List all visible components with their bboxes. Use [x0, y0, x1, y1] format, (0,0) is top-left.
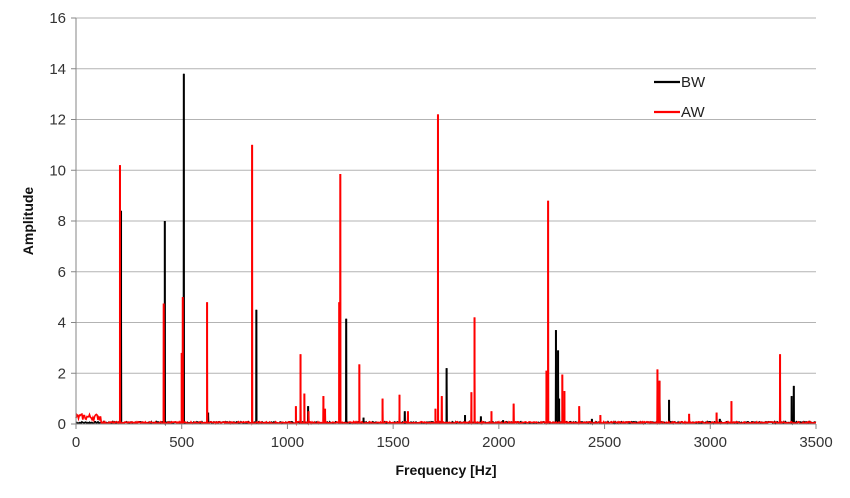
legend-label-bw: BW: [681, 74, 706, 91]
y-tick-label: 2: [58, 365, 66, 382]
x-tick-label: 3000: [694, 434, 727, 451]
y-tick-label: 0: [58, 416, 66, 433]
x-tick-label: 1000: [271, 434, 304, 451]
y-tick-label: 12: [49, 112, 66, 129]
x-tick-label: 2500: [588, 434, 621, 451]
y-tick-label: 10: [49, 162, 66, 179]
x-tick-label: 1500: [376, 434, 409, 451]
legend: BW AW: [654, 74, 706, 121]
tick-labels: 0 2 4 6 8 10 12 14 16 0 500 1000 1500 2000 2500 3000 350…: [49, 10, 832, 451]
y-tick-label: 6: [58, 264, 66, 281]
y-tick-label: 8: [58, 213, 66, 230]
x-tick-label: 3500: [799, 434, 832, 451]
y-tick-label: 4: [58, 315, 66, 332]
x-tick-label: 0: [72, 434, 80, 451]
legend-label-aw: AW: [681, 104, 705, 121]
y-axis-title: Amplitude: [20, 187, 36, 256]
series-layer: [75, 73, 817, 427]
y-tick-label: 14: [49, 61, 66, 78]
series-bw: [75, 73, 817, 427]
series-aw: [75, 114, 817, 427]
gridlines: [76, 17, 816, 374]
x-axis-title: Frequency [Hz]: [395, 462, 496, 478]
y-tick-label: 16: [49, 10, 66, 27]
x-tick-label: 500: [169, 434, 194, 451]
x-tick-label: 2000: [482, 434, 515, 451]
